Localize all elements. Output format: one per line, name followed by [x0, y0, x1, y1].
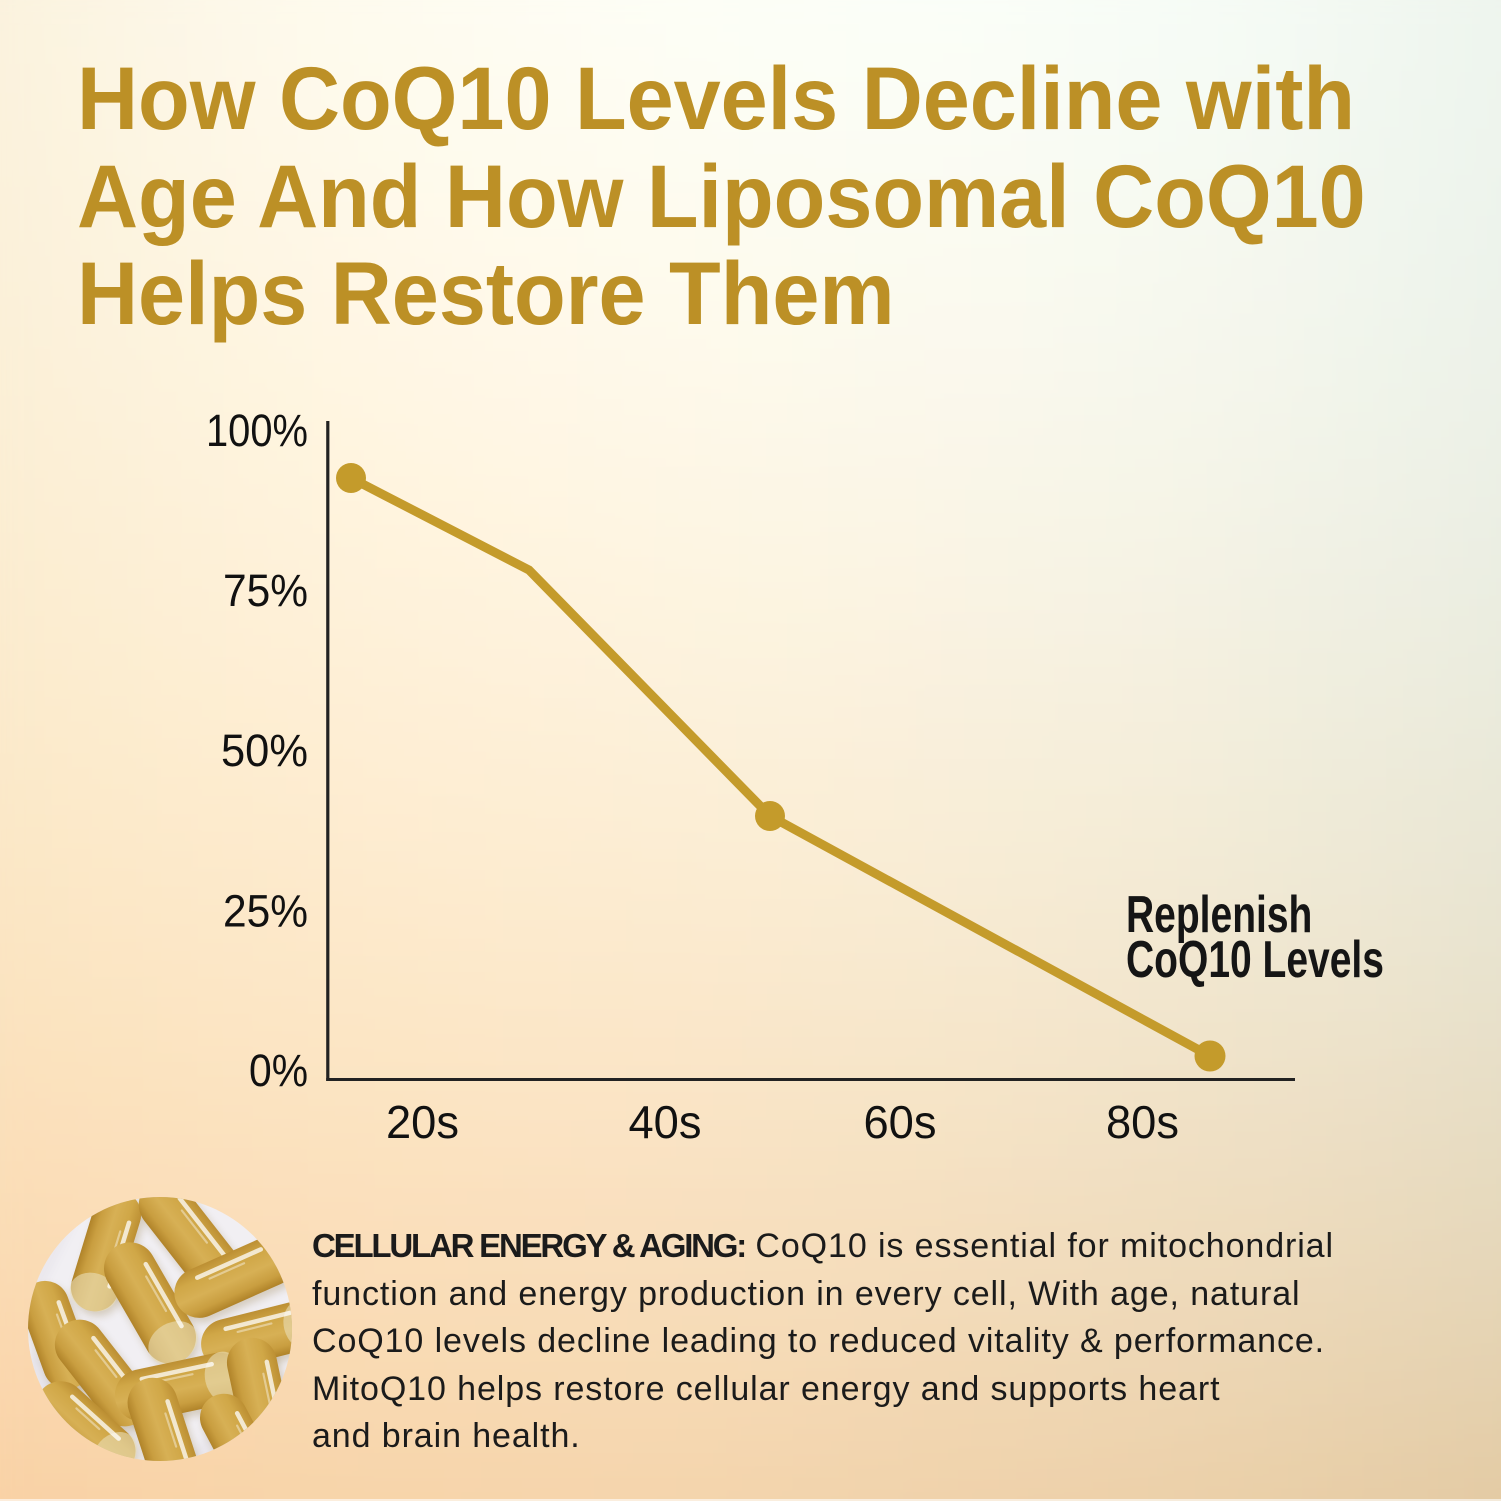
svg-text:0%: 0% — [249, 1045, 308, 1096]
svg-text:20s: 20s — [386, 1096, 459, 1148]
svg-text:75%: 75% — [223, 565, 308, 616]
svg-text:80s: 80s — [1106, 1096, 1179, 1148]
svg-text:40s: 40s — [629, 1096, 702, 1148]
svg-text:25%: 25% — [223, 886, 308, 937]
svg-text:50%: 50% — [221, 725, 308, 776]
svg-text:60s: 60s — [864, 1096, 937, 1148]
svg-text:100%: 100% — [206, 405, 308, 456]
